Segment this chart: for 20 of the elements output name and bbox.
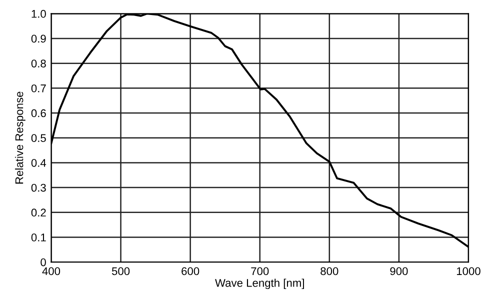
x-tick-label: 700: [251, 267, 269, 276]
y-tick-label: 0.3: [31, 184, 46, 192]
y-tick-label: 0.1: [31, 234, 46, 242]
y-tick-label: 0.4: [31, 158, 46, 167]
y-tick-label: 0.9: [31, 34, 46, 43]
x-tick-label: 600: [182, 267, 200, 276]
y-tick-label: 0: [40, 258, 46, 266]
y-axis-title: Relative Response: [15, 92, 26, 184]
x-tick-label: 400: [42, 267, 60, 276]
y-tick-label: 1.0: [32, 10, 46, 18]
y-tick-label: 0.8: [31, 60, 46, 68]
x-tick-label: 800: [320, 267, 338, 276]
y-tick-label: 0.5: [31, 134, 46, 142]
y-tick-label: 0.6: [31, 109, 46, 118]
x-tick-label: 500: [112, 267, 130, 276]
y-tick-label: 0.7: [31, 84, 46, 92]
x-tick-label: 900: [390, 267, 408, 276]
y-tick-label: 0.2: [31, 208, 46, 217]
x-tick-label: 1000: [456, 267, 480, 276]
x-axis-title: Wave Length [nm]: [215, 278, 304, 290]
